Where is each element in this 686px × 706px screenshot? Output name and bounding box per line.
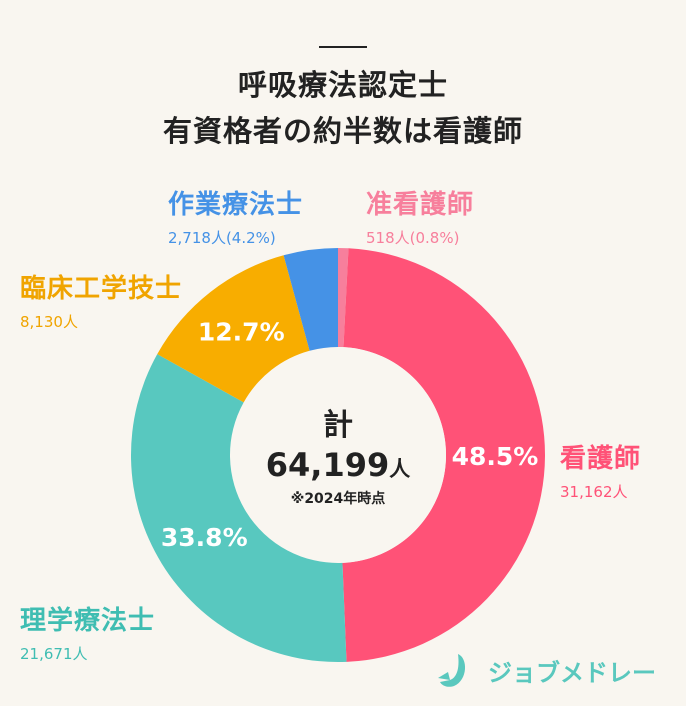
logo-mark-icon <box>438 654 466 687</box>
jobmedley-logo: ジョブメドレー <box>436 650 656 690</box>
legend-label-sagyo: 作業療法士 2,718人(4.2%) <box>168 184 303 248</box>
series-name: 理学療法士 <box>20 606 156 636</box>
slice-percent-label: 48.5% <box>452 442 539 471</box>
series-name: 臨床工学技士 <box>20 274 183 304</box>
donut-slice <box>283 248 338 351</box>
series-count: 8,130人 <box>20 313 78 331</box>
series-name: 准看護師 <box>366 190 475 220</box>
title-line-1: 呼吸療法認定士 <box>237 68 448 102</box>
logo-text: ジョブメドレー <box>488 658 656 687</box>
center-label: 計 <box>323 408 353 443</box>
legend-label-junkangoshi: 准看護師 518人(0.8%) <box>366 184 474 248</box>
series-count: 21,671人 <box>20 645 88 663</box>
title-line-2: 有資格者の約半数は看護師 <box>162 114 523 148</box>
series-name: 看護師 <box>560 444 642 474</box>
series-name: 作業療法士 <box>168 190 304 220</box>
center-note: ※2024年時点 <box>290 491 386 507</box>
title-rule <box>319 46 367 48</box>
total-value: 64,199 <box>265 446 390 484</box>
series-count: 518人(0.8%) <box>366 229 460 247</box>
series-count: 2,718人(4.2%) <box>168 229 276 247</box>
donut-slice <box>338 248 349 348</box>
donut-slice <box>157 255 310 403</box>
legend-label-rinsho: 臨床工学技士 8,130人 <box>20 268 182 332</box>
series-count: 31,162人 <box>560 483 628 501</box>
slice-percent-label: 33.8% <box>161 523 248 552</box>
center-total: 64,199人 <box>238 446 438 484</box>
total-unit: 人 <box>389 457 411 481</box>
donut-hole <box>230 347 446 563</box>
donut-slice <box>342 248 545 662</box>
legend-label-kangoshi: 看護師 31,162人 <box>560 438 641 502</box>
donut-slice <box>131 354 347 662</box>
legend-label-rigaku: 理学療法士 21,671人 <box>20 600 155 664</box>
slice-percent-label: 12.7% <box>198 317 285 346</box>
